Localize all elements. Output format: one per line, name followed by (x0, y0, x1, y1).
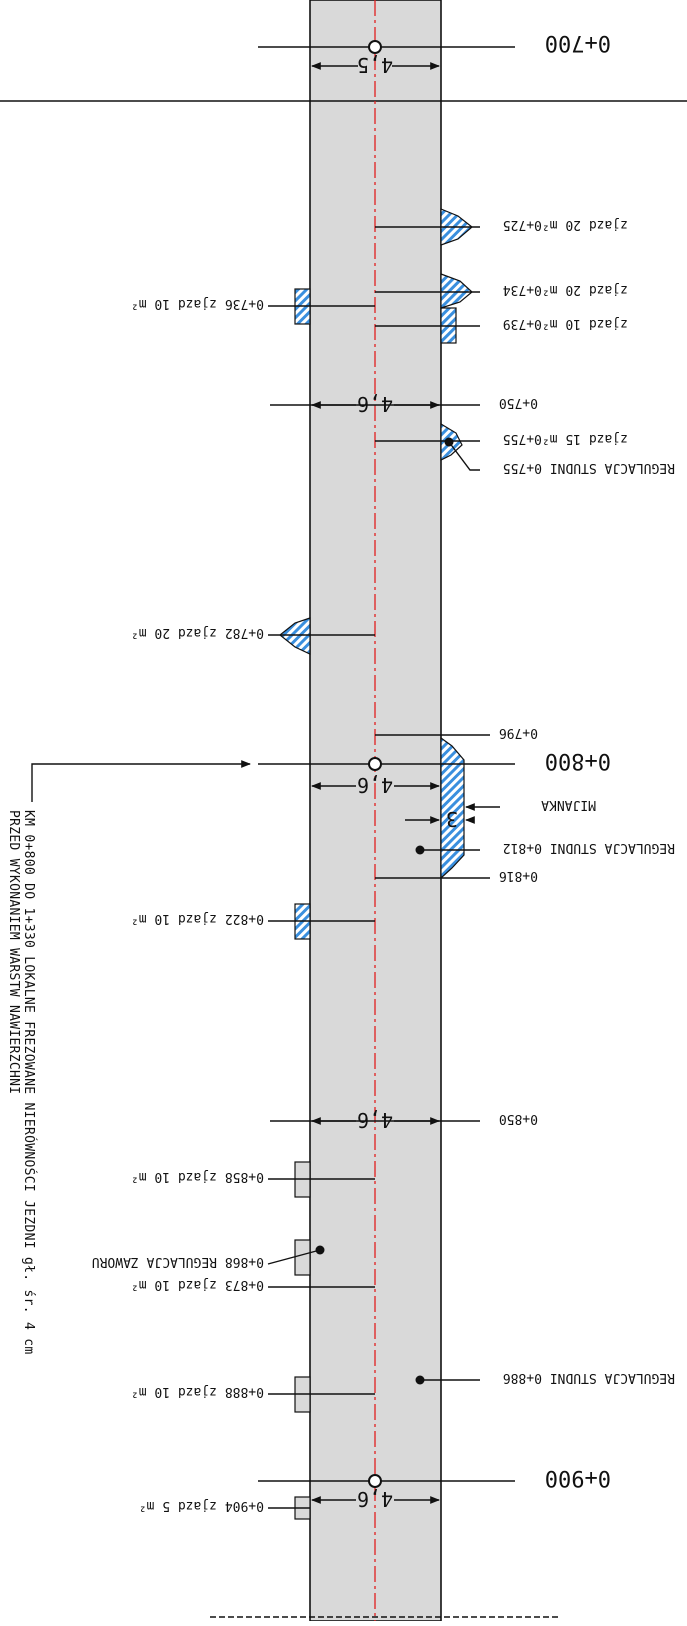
note-leader (31, 760, 251, 802)
width-value-0750: 4,6 (357, 392, 393, 416)
label-well-0886: REGULACJA STUDNI 0+886 (503, 1370, 675, 1385)
station-label-0700: 0+700 (545, 30, 611, 55)
station-markers (368, 40, 382, 1488)
width-value-0700: 4,5 (357, 53, 393, 77)
mijanka-label: MIJANKA (541, 797, 596, 812)
label-driveway-0755: zjazd 15 m²0+755 (503, 431, 628, 446)
label-driveway-0736: 0+736 zjazd 10 m² (131, 296, 264, 311)
label-well-0812: REGULACJA STUDNI 0+812 (503, 840, 675, 855)
driveway-0782 (279, 617, 311, 655)
station-label-0796: 0+796 (499, 725, 538, 740)
label-well-0755: REGULACJA STUDNI 0+755 (503, 460, 675, 475)
label-driveway-0822: 0+822 zjazd 10 m² (131, 911, 264, 926)
label-driveway-0739: zjazd 10 m²0+739 (503, 316, 628, 331)
label-driveway-0858: 0+858 zjazd 10 m² (131, 1169, 264, 1184)
station-lines (258, 46, 515, 1482)
station-label-0900: 0+900 (545, 1465, 611, 1490)
width-value-0900: 4,6 (357, 1487, 393, 1511)
station-label-0800: 0+800 (545, 748, 611, 773)
left-leaders (267, 305, 375, 1509)
well-dots (315, 437, 454, 1385)
width-value-0850: 4,6 (357, 1108, 393, 1132)
note-line-2: PRZED WYKONANIEM WARSTW NAWIERZCHNI (6, 810, 21, 1094)
width-dimensions (311, 62, 500, 1504)
right-leaders (375, 226, 480, 1381)
station-label-0816: 0+816 (499, 868, 538, 883)
driveway-0873 (294, 1239, 311, 1276)
mijanka-width-value: 3 (446, 807, 458, 831)
label-driveway-0782: 0+782 zjazd 20 m² (131, 625, 264, 640)
width-value-0800: 4,6 (357, 773, 393, 797)
station-label-0750: 0+750 (499, 395, 538, 410)
station-label-0850: 0+850 (499, 1111, 538, 1126)
label-valve-0868: 0+868 REGULACJA ZAWORU (92, 1254, 264, 1269)
label-driveway-0725: zjazd 20 m²0+725 (503, 217, 628, 232)
label-driveway-0888: 0+888 zjazd 10 m² (131, 1384, 264, 1399)
note-line-1: KM 0+800 DO 1+330 LOKALNE FREZOWANE NIER… (21, 810, 37, 1355)
driveway-0734 (440, 273, 473, 309)
label-driveway-0904: 0+904 zjazd 5 m² (139, 1498, 264, 1513)
label-driveway-0873: 0+873 zjazd 10 m² (131, 1277, 264, 1292)
label-driveway-0734: zjazd 20 m²0+734 (503, 282, 628, 297)
